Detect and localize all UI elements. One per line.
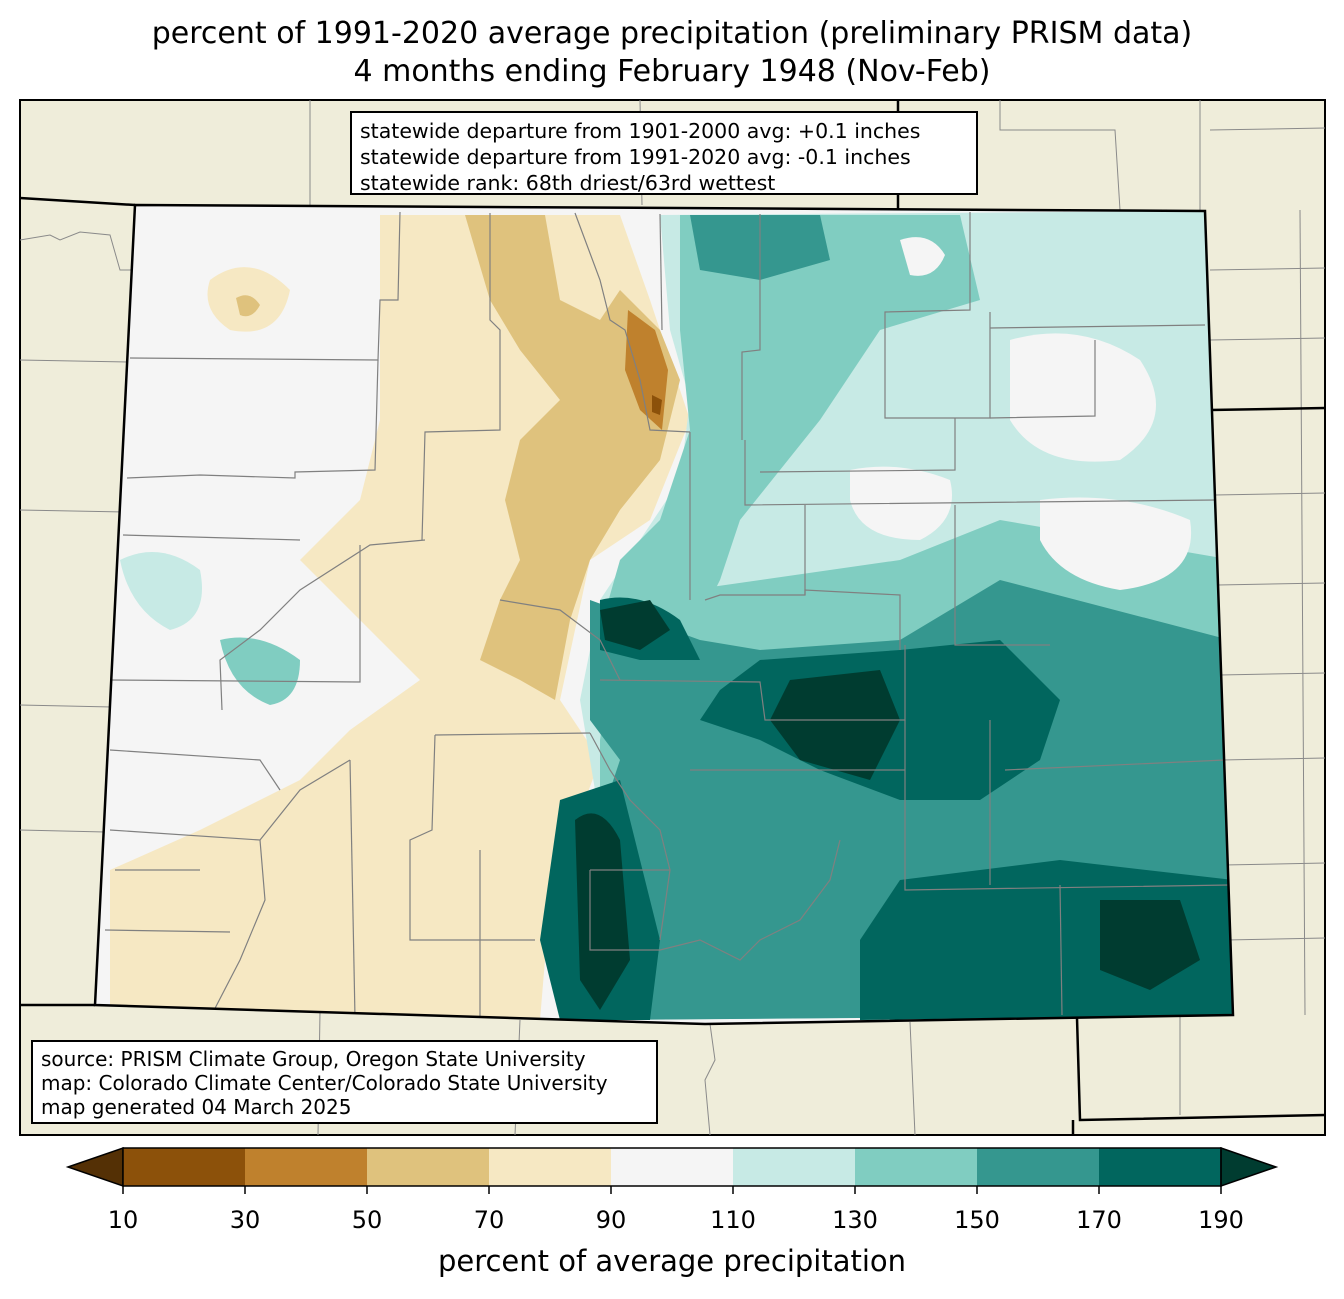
- colorbar-bin-150-170: [977, 1148, 1099, 1186]
- source-box: source: PRISM Climate Group, Oregon Stat…: [31, 1040, 658, 1124]
- colorbar-bin-10-30: [123, 1148, 245, 1186]
- colorbar-tick-label: 150: [954, 1206, 1000, 1234]
- source-line: source: PRISM Climate Group, Oregon Stat…: [41, 1047, 586, 1071]
- colorbar-tick-label: 170: [1076, 1206, 1122, 1234]
- state-boundaries: [20, 100, 1325, 1135]
- map-credit-line: map: Colorado Climate Center/Colorado St…: [41, 1071, 608, 1095]
- colorbar-tick-label: 50: [351, 1206, 383, 1234]
- colorbar-bin-70-90: [489, 1148, 611, 1186]
- colorbar-tick-label: 70: [473, 1206, 505, 1234]
- neighbor-county-lines: [20, 100, 1325, 1135]
- colorado-outline: [93, 203, 1235, 1026]
- statewide-stats-box: statewide departure from 1901-2000 avg: …: [350, 111, 978, 195]
- colorbar-tick-label: 190: [1198, 1206, 1244, 1234]
- colorbar-extend-high: [1220, 1146, 1279, 1188]
- colorbar-extend-low: [65, 1146, 124, 1188]
- colorado-precip-field: [95, 205, 1233, 1024]
- colorbar-tick-label: 110: [710, 1206, 756, 1234]
- colorbar: [65, 1146, 1279, 1194]
- colorbar-label: percent of average precipitation: [437, 1244, 907, 1278]
- colorbar-bin-170-190: [1099, 1148, 1221, 1186]
- colorbar-tick-label: 10: [107, 1206, 139, 1234]
- colorbar-tick-label: 130: [832, 1206, 878, 1234]
- colorbar-bin-50-70: [367, 1148, 489, 1186]
- map-title-line2: 4 months ending February 1948 (Nov-Feb): [353, 54, 991, 89]
- generated-date-line: map generated 04 March 2025: [41, 1095, 352, 1119]
- stats-rank: statewide rank: 68th driest/63rd wettest: [360, 171, 776, 195]
- colorbar-tick-label: 30: [229, 1206, 261, 1234]
- colorbar-bin-110-130: [733, 1148, 855, 1186]
- colorbar-tick-label: 90: [595, 1206, 627, 1234]
- colorbar-bin-90-110: [611, 1148, 733, 1186]
- colorbar-bin-130-150: [855, 1148, 977, 1186]
- stats-departure-1991-2020: statewide departure from 1991-2020 avg: …: [360, 145, 911, 169]
- county-lines: [104, 211, 1231, 1019]
- map-title-line1: percent of 1991-2020 average precipitati…: [151, 16, 1193, 51]
- stats-departure-1901-2000: statewide departure from 1901-2000 avg: …: [360, 119, 921, 143]
- colorbar-bin-30-50: [245, 1148, 367, 1186]
